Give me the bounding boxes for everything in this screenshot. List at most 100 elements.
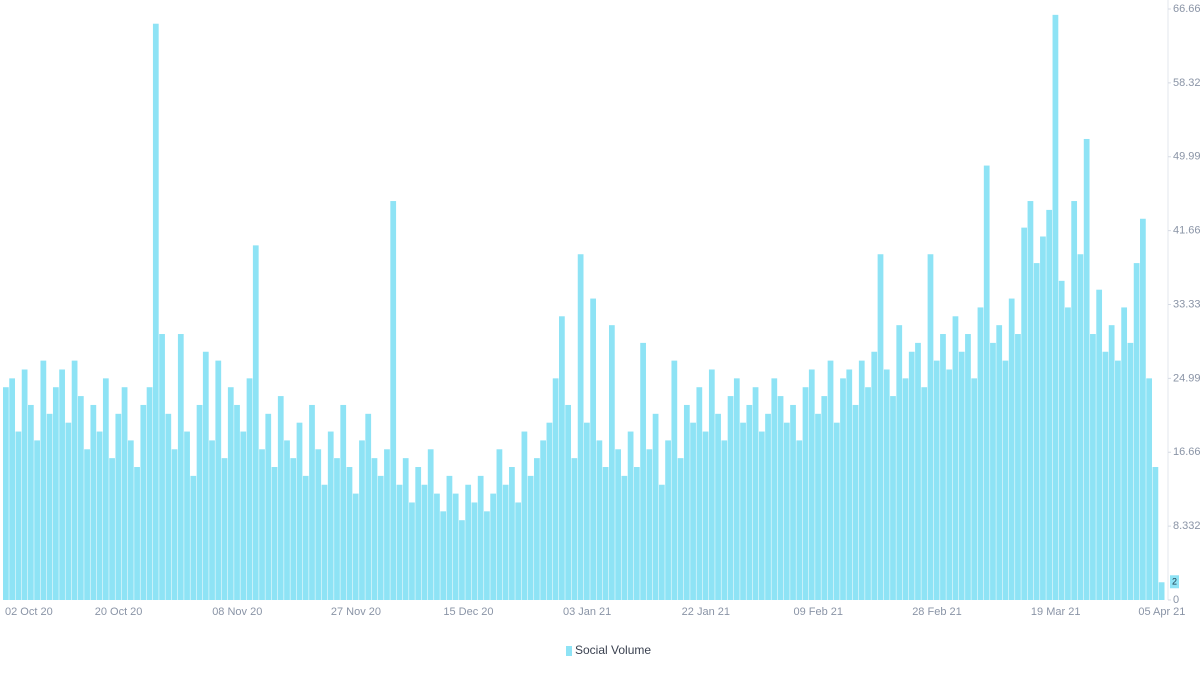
bar [846,369,853,600]
bar [196,404,203,600]
bar [883,369,890,600]
bar [459,520,465,600]
x-tick-label: 08 Nov 20 [212,606,262,618]
bar [284,440,290,600]
bar [1121,307,1128,600]
bar [746,404,753,600]
bar [252,245,259,600]
bar [602,467,609,600]
bar [434,493,440,600]
bar [783,422,790,600]
bar [46,413,53,600]
bar [727,396,734,600]
bar [1158,582,1165,600]
bar [621,475,628,600]
bar [758,431,765,600]
bar [402,458,409,600]
bar [1071,201,1078,601]
bar [346,467,353,600]
bar [490,493,497,600]
x-tick-label: 28 Feb 21 [912,606,962,618]
bar [502,484,509,600]
y-tick-label: 16.665 [1173,446,1200,458]
bar [577,254,584,601]
bar [446,475,453,600]
bar [240,431,247,600]
legend-label: Social Volume [575,643,651,657]
bar [627,431,634,600]
bar [334,458,340,600]
bar [690,422,696,600]
bar [3,387,9,600]
bar [740,422,746,600]
bar [559,316,565,600]
y-tick-label: 0 [1173,594,1179,606]
x-tick-label: 02 Oct 20 [5,606,53,618]
bar [827,360,834,600]
bar [852,404,859,600]
bar [921,387,928,600]
bar [671,360,678,600]
x-tick-label: 19 Mar 21 [1031,606,1081,618]
bar [777,396,784,600]
bar [908,351,915,600]
bar [1065,307,1071,600]
bar [302,475,309,600]
bar [184,431,190,600]
bar [127,440,134,600]
bar [833,422,840,600]
bar [452,493,459,600]
bar [115,413,122,600]
bar [521,431,528,600]
x-tick-label: 27 Nov 20 [331,606,381,618]
bar [1027,201,1034,601]
bar [309,404,315,600]
bar [771,378,778,600]
bar [640,342,646,600]
bar [933,360,940,600]
bar [590,298,596,600]
bar [971,378,978,600]
bar [396,484,403,600]
bar [796,440,803,600]
bar [96,431,103,600]
bar [27,404,34,600]
y-tick-label: 66.66 [1173,3,1200,15]
bar [808,369,815,600]
bar [159,334,165,600]
bar [702,431,709,600]
bar [496,449,503,600]
bar [427,449,434,600]
bar [290,458,297,600]
bar [596,440,603,600]
bar [1015,334,1021,600]
bar [177,334,184,600]
bar [1102,351,1109,600]
bar [221,458,228,600]
bar [1077,254,1084,601]
bar [608,325,615,600]
bar [265,413,272,600]
bar [109,458,115,600]
bar [1152,467,1159,600]
bar [1008,298,1015,600]
bar [134,467,140,600]
bar [140,404,147,600]
y-tick-label: 49.995 [1173,151,1200,163]
bar [890,396,896,600]
bar [552,378,559,600]
bar [765,413,771,600]
bar [34,440,40,600]
bar [658,484,665,600]
bar [790,404,796,600]
bar [571,458,578,600]
bar [633,467,640,600]
bar [1021,227,1028,601]
bar [871,351,878,600]
bar [840,378,846,600]
bar [952,316,959,600]
bar [683,404,690,600]
bar [509,467,515,600]
bar [1146,378,1153,600]
